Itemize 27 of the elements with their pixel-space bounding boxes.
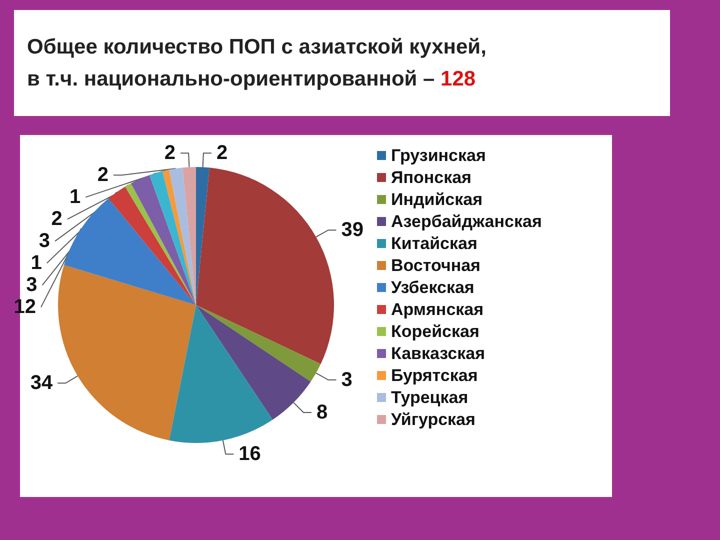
data-label: 1 [30,252,42,274]
data-label: 8 [316,401,328,424]
data-label: 1 [70,186,81,208]
legend-label: Кавказская [391,344,486,363]
chart-title: Общее количество ПОП с азиатской кухней, в т.ч. национально-ориентированной – 128 [27,36,486,90]
legend-label: Уйгурская [391,410,476,429]
legend-label: Корейская [391,322,480,341]
data-label: 16 [238,443,261,466]
legend-label: Азербайджанская [391,212,542,231]
data-label: 2 [164,142,176,164]
legend-label: Грузинская [391,146,486,165]
data-label: 2 [216,142,228,164]
data-label: 39 [341,219,364,242]
data-label: 3 [26,274,38,296]
legend-label: Японская [391,168,472,187]
legend-label: Восточная [391,256,480,275]
legend-label: Китайская [391,234,478,253]
data-label: 3 [341,368,352,391]
data-label: 34 [30,372,54,394]
legend-label: Турецкая [391,388,468,407]
data-label: 2 [51,208,62,230]
legend-label: Индийская [391,190,483,209]
legend-label: Армянская [391,300,484,319]
legend-label: Узбекская [391,278,474,297]
data-label: 2 [97,164,108,186]
data-label: 3 [38,230,50,252]
legend-label: Бурятская [391,366,478,385]
